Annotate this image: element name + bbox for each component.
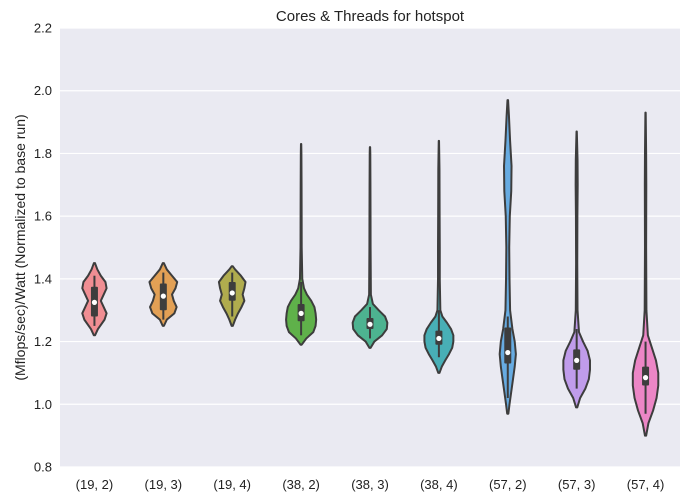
violin-body <box>631 111 660 437</box>
y-tick-label: 1.2 <box>34 334 52 349</box>
violins <box>81 99 660 437</box>
y-tick-label: 1.8 <box>34 146 52 161</box>
x-tick-label: (19, 2) <box>76 477 114 492</box>
y-tick-label: 1.6 <box>34 209 52 224</box>
violin-median-point <box>91 299 98 305</box>
violin-median-point <box>229 290 235 296</box>
violin-median-point <box>298 310 304 316</box>
y-tick-label: 1.0 <box>34 397 52 412</box>
violin-median-point <box>574 357 580 363</box>
violin-median-point <box>367 321 373 327</box>
violin-body <box>351 146 389 349</box>
y-tick-labels: 0.8 1.0 1.2 1.4 1.6 1.8 2.0 2.2 <box>34 21 52 475</box>
x-tick-label: (38, 4) <box>420 477 458 492</box>
y-tick-label: 2.2 <box>34 21 52 36</box>
violin-median-point <box>505 349 511 356</box>
y-tick-label: 2.0 <box>34 83 52 98</box>
violin-body <box>562 130 591 409</box>
violin-body <box>498 99 517 415</box>
x-tick-label: (19, 3) <box>145 477 183 492</box>
y-axis-label: (Mflops/sec)/Watt (Normalized to base ru… <box>12 114 28 380</box>
chart-title: Cores & Threads for hotspot <box>276 8 465 25</box>
y-tick-label: 1.4 <box>34 271 52 286</box>
x-tick-label: (57, 2) <box>489 477 527 492</box>
x-tick-label: (19, 4) <box>213 477 251 492</box>
violin-median-point <box>642 375 649 381</box>
violin-iqr-box <box>504 327 512 364</box>
x-tick-label: (57, 3) <box>558 477 596 492</box>
violin-median-point <box>436 335 442 342</box>
violin-median-point <box>160 293 166 299</box>
x-tick-labels: (19, 2) (19, 3) (19, 4) (38, 2) (38, 3) (38, … <box>76 477 665 492</box>
x-tick-label: (57, 4) <box>627 477 665 492</box>
violin-body <box>423 139 455 374</box>
x-tick-label: (38, 2) <box>282 477 320 492</box>
x-tick-label: (38, 3) <box>351 477 389 492</box>
y-tick-label: 0.8 <box>34 460 52 475</box>
violin-body <box>285 143 318 346</box>
